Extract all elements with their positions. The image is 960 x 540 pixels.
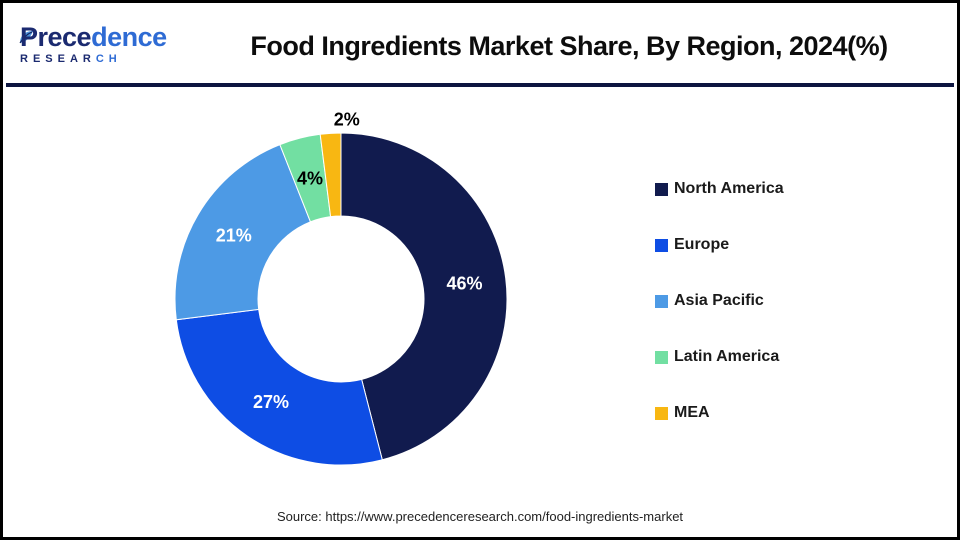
source-text: Source: https://www.precedenceresearch.c… bbox=[276, 509, 684, 524]
legend-swatch-latin-america bbox=[655, 350, 668, 364]
logo-text-dark: Prece bbox=[20, 22, 92, 52]
donut-chart: 46% 27% 21% 4% 2% bbox=[174, 109, 508, 466]
page-title: Food Ingredients Market Share, By Region… bbox=[250, 31, 888, 61]
header: Precedence RESEARCH Food Ingredients Mar… bbox=[6, 6, 954, 83]
pie-slice-europe bbox=[175, 308, 383, 466]
legend-item-mea: MEA bbox=[655, 404, 784, 422]
legend-item-latin-america: Latin America bbox=[655, 348, 784, 366]
legend-label-latin-america: Latin America bbox=[674, 348, 780, 365]
logo-wordmark: Precedence bbox=[20, 24, 210, 51]
legend-swatch-north-america bbox=[655, 182, 668, 196]
chart-legend: North America Europe Asia Pacific Latin Ame… bbox=[655, 180, 784, 422]
precedence-research-logo: Precedence RESEARCH bbox=[6, 24, 210, 65]
slice-label-latin-america: 4% bbox=[297, 168, 323, 188]
legend-item-asia-pacific: Asia Pacific bbox=[655, 292, 784, 310]
logo-text-light: dence bbox=[91, 22, 167, 52]
legend-swatch-asia-pacific bbox=[655, 294, 668, 308]
legend-swatch-europe bbox=[655, 238, 668, 252]
slice-label-north-america: 46% bbox=[446, 273, 482, 293]
header-divider bbox=[6, 83, 954, 87]
logo-subtext-dark: RESEAR bbox=[20, 53, 96, 65]
legend-label-mea: MEA bbox=[674, 404, 710, 421]
legend-item-europe: Europe bbox=[655, 236, 784, 254]
pie-slice-mea bbox=[319, 132, 342, 218]
legend-label-asia-pacific: Asia Pacific bbox=[674, 292, 764, 309]
leaf-icon bbox=[18, 30, 34, 48]
chart-area: 46% 27% 21% 4% 2% North America Europe Asia Pa… bbox=[6, 87, 954, 534]
slice-label-mea: 2% bbox=[334, 109, 360, 129]
legend-swatch-mea bbox=[655, 406, 668, 420]
logo-subtext-light: CH bbox=[95, 53, 122, 65]
logo-subtext: RESEARCH bbox=[20, 54, 210, 65]
slice-label-asia-pacific: 21% bbox=[216, 226, 252, 246]
pie-slice-north-america bbox=[340, 132, 508, 461]
slice-label-europe: 27% bbox=[253, 392, 289, 412]
legend-item-north-america: North America bbox=[655, 180, 784, 198]
legend-label-europe: Europe bbox=[674, 236, 730, 253]
pie-slice-asia-pacific bbox=[174, 144, 312, 321]
legend-label-north-america: North America bbox=[674, 180, 784, 197]
